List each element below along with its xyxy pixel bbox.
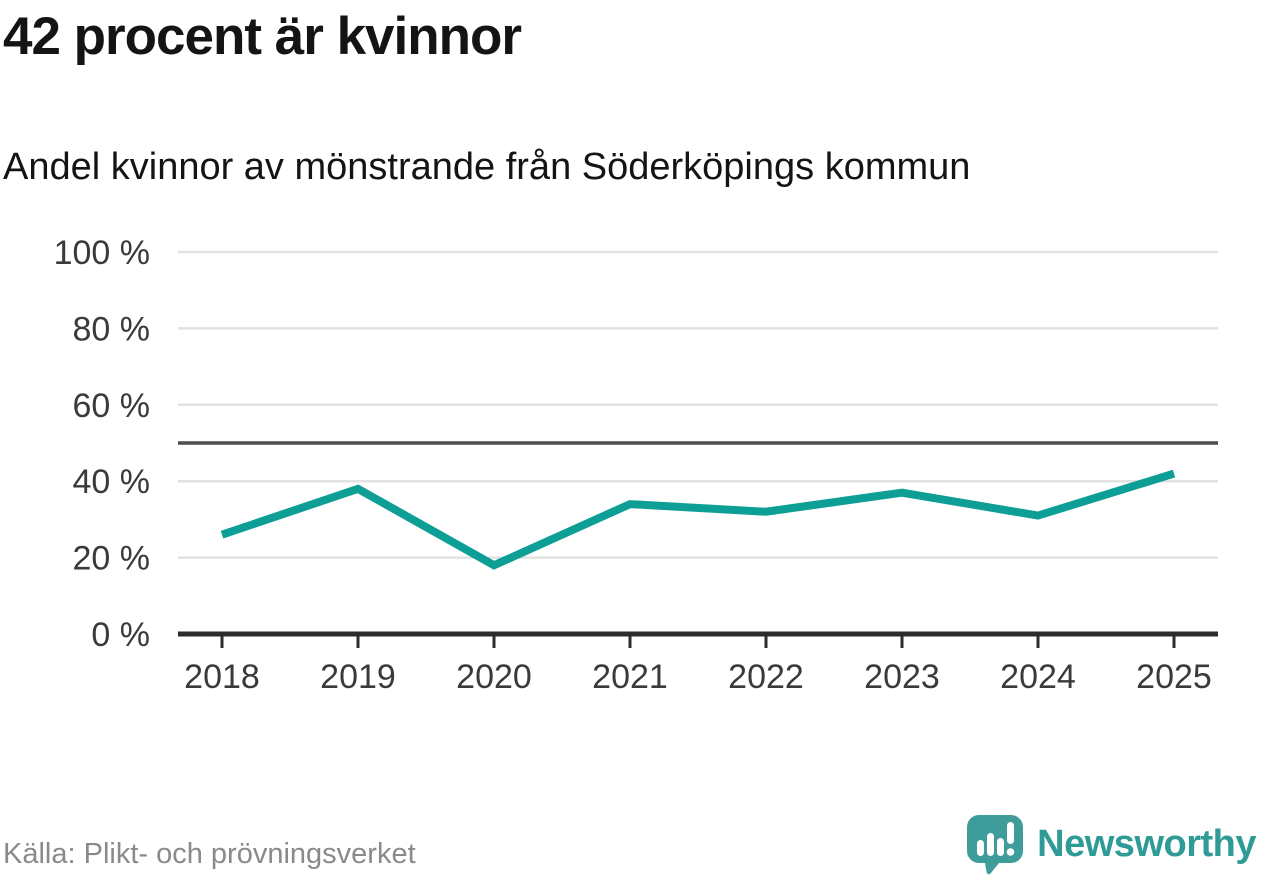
y-tick-label: 20 % bbox=[73, 540, 151, 578]
x-tick-label: 2022 bbox=[728, 658, 804, 696]
x-tick-label: 2018 bbox=[184, 658, 260, 696]
line-chart: 0 % 20 % 40 % 60 % 80 % 100 % 2018 2019 2020 2021… bbox=[54, 234, 1218, 696]
y-tick-label: 100 % bbox=[54, 234, 150, 272]
page-title: 42 procent är kvinnor bbox=[3, 7, 522, 66]
x-tick-label: 2021 bbox=[592, 658, 668, 696]
y-tick-label: 0 % bbox=[91, 616, 150, 654]
y-tick-label: 60 % bbox=[73, 387, 151, 425]
y-tick-label: 40 % bbox=[73, 463, 151, 501]
brand-logo: Newsworthy bbox=[965, 813, 1256, 875]
x-tick-label: 2024 bbox=[1000, 658, 1076, 696]
brand-name: Newsworthy bbox=[1037, 822, 1256, 865]
newsworthy-icon bbox=[967, 815, 1024, 875]
data-line bbox=[220, 469, 1176, 570]
x-tick-label: 2019 bbox=[320, 658, 396, 696]
x-tick-label: 2023 bbox=[864, 658, 940, 696]
source-note: Källa: Plikt- och prövningsverket bbox=[3, 838, 416, 870]
chart-subtitle: Andel kvinnor av mönstrande från Söderkö… bbox=[3, 146, 971, 188]
x-tick-label: 2025 bbox=[1136, 658, 1212, 696]
y-tick-label: 80 % bbox=[73, 310, 151, 348]
x-tick-label: 2020 bbox=[456, 658, 532, 696]
